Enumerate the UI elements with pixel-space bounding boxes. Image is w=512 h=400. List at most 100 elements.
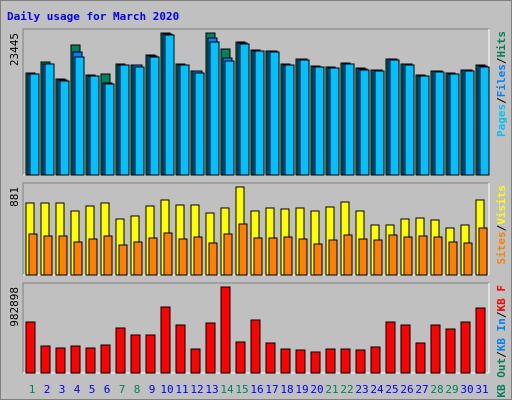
bar-kb-f-day-9	[145, 334, 156, 374]
panel-scale-label: 982898	[8, 287, 21, 327]
day-label-7: 7	[119, 383, 126, 396]
day-label-1: 1	[29, 383, 36, 396]
day-label-2: 2	[44, 383, 51, 396]
bar-sites-day-3	[58, 235, 68, 276]
day-label-19: 19	[295, 383, 308, 396]
bar-sites-day-1	[28, 233, 38, 276]
legend-entry: /	[495, 351, 508, 358]
bar-pages-day-20	[314, 66, 325, 176]
day-label-13: 13	[205, 383, 218, 396]
day-label-27: 27	[415, 383, 428, 396]
bar-sites-day-21	[328, 239, 338, 276]
day-label-17: 17	[265, 383, 278, 396]
bar-sites-day-22	[343, 234, 353, 276]
bar-pages-day-1	[29, 73, 40, 176]
day-label-16: 16	[250, 383, 263, 396]
bar-pages-day-22	[344, 63, 355, 176]
bar-kb-f-day-5	[85, 347, 96, 374]
bar-pages-day-15	[239, 43, 250, 176]
bar-pages-day-4	[74, 56, 85, 176]
bar-sites-day-23	[358, 238, 368, 276]
bar-kb-f-day-31	[475, 307, 486, 374]
day-label-15: 15	[235, 383, 248, 396]
bar-kb-f-day-14	[220, 286, 231, 374]
legend-entry: /	[495, 311, 508, 318]
bar-sites-day-18	[283, 236, 293, 276]
bar-sites-day-15	[238, 223, 248, 276]
bar-pages-day-26	[404, 64, 415, 176]
panel-scale-label: 881	[8, 187, 21, 207]
bar-pages-day-19	[299, 59, 310, 176]
day-label-14: 14	[220, 383, 234, 396]
legend-entry: KB Out	[495, 358, 508, 398]
bar-kb-f-day-1	[25, 321, 36, 374]
day-label-6: 6	[104, 383, 111, 396]
series-pages	[29, 34, 490, 176]
bar-kb-f-day-27	[415, 342, 426, 374]
bar-sites-day-31	[478, 227, 488, 276]
chart-panels: 23445Pages/Files/Hits881Sites/Visits9828…	[8, 28, 508, 398]
bar-sites-day-26	[403, 236, 413, 276]
bar-pages-day-13	[209, 41, 220, 176]
day-label-18: 18	[280, 383, 293, 396]
bar-kb-f-day-8	[130, 334, 141, 374]
bar-sites-day-27	[418, 235, 428, 276]
bar-kb-f-day-30	[460, 321, 471, 374]
bar-pages-day-17	[269, 51, 280, 176]
legend-entry: KB In	[495, 318, 508, 351]
bar-kb-f-day-23	[355, 349, 366, 374]
bar-pages-day-31	[479, 66, 490, 176]
bar-sites-day-5	[88, 238, 98, 276]
bar-sites-day-17	[268, 237, 278, 276]
day-label-20: 20	[310, 383, 323, 396]
bar-pages-day-23	[359, 69, 370, 176]
bar-pages-day-5	[89, 75, 100, 176]
bar-kb-f-day-24	[370, 346, 381, 374]
bar-pages-day-10	[164, 34, 175, 176]
legend-entry: /	[495, 97, 508, 104]
legend-entry: KB F	[495, 285, 508, 312]
day-label-24: 24	[370, 383, 384, 396]
bar-kb-f-day-2	[40, 345, 51, 374]
bar-sites-day-8	[133, 241, 143, 276]
bar-kb-f-day-16	[250, 319, 261, 374]
bar-kb-f-day-21	[325, 348, 336, 374]
bar-pages-day-2	[44, 63, 55, 176]
bar-kb-f-day-11	[175, 324, 186, 374]
day-label-12: 12	[190, 383, 203, 396]
bar-sites-day-9	[148, 237, 158, 276]
bar-pages-day-14	[224, 60, 235, 176]
bar-sites-day-14	[223, 233, 233, 276]
bar-pages-day-3	[59, 80, 70, 176]
bar-pages-day-28	[434, 71, 445, 176]
legend-entry: Pages	[495, 104, 508, 137]
legend-entry: /	[495, 57, 508, 64]
day-label-26: 26	[400, 383, 413, 396]
day-label-21: 21	[325, 383, 338, 396]
bar-pages-day-16	[254, 50, 265, 176]
bar-sites-day-28	[433, 236, 443, 276]
legend-entry: Sites	[495, 231, 508, 264]
bar-kb-f-day-18	[280, 348, 291, 374]
bar-kb-f-day-25	[385, 321, 396, 374]
bar-pages-day-27	[419, 75, 430, 176]
bar-pages-day-12	[194, 72, 205, 176]
bar-sites-day-20	[313, 243, 323, 276]
bar-sites-day-29	[448, 241, 458, 276]
day-label-23: 23	[355, 383, 368, 396]
bar-sites-day-6	[103, 235, 113, 276]
bar-sites-day-19	[298, 238, 308, 276]
bar-sites-day-4	[73, 241, 83, 276]
bar-sites-day-10	[163, 232, 173, 276]
bar-sites-day-12	[193, 236, 203, 276]
bar-pages-day-6	[104, 83, 115, 176]
bar-pages-day-9	[149, 56, 160, 176]
bar-pages-day-7	[119, 64, 130, 176]
bar-sites-day-24	[373, 239, 383, 276]
day-label-25: 25	[385, 383, 398, 396]
day-label-29: 29	[445, 383, 458, 396]
bar-kb-f-day-7	[115, 327, 126, 374]
